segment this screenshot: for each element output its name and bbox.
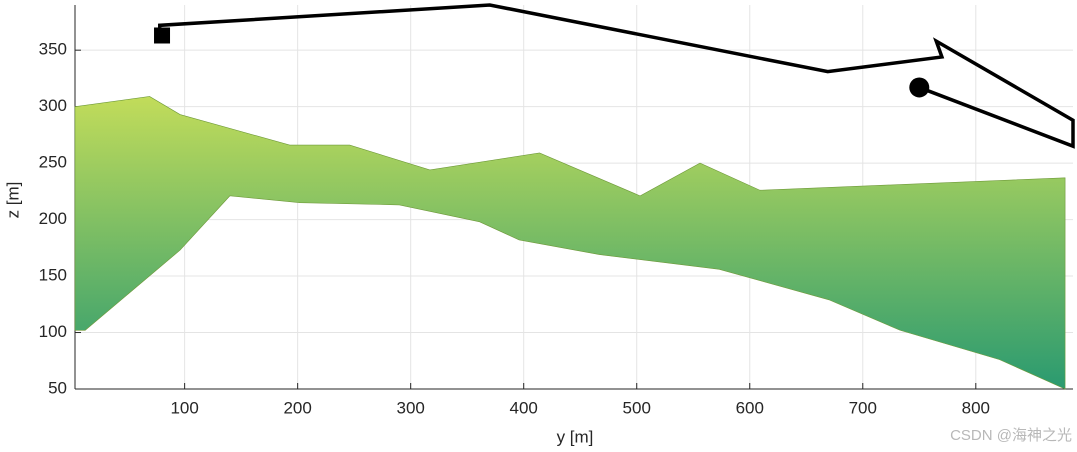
y-tick-label: 150: [39, 266, 67, 285]
y-tick-label: 350: [39, 40, 67, 59]
y-tick-label: 200: [39, 209, 67, 228]
x-tick-label: 800: [962, 398, 990, 417]
y-axis-label: z [m]: [3, 182, 22, 219]
x-axis-label: y [m]: [557, 427, 594, 446]
x-tick-label: 400: [510, 398, 538, 417]
x-tick-label: 700: [849, 398, 877, 417]
x-tick-label: 500: [623, 398, 651, 417]
watermark: CSDN @海神之光: [950, 427, 1072, 444]
x-tick-label: 100: [170, 398, 198, 417]
start-marker: [154, 27, 171, 44]
x-tick-label: 300: [396, 398, 424, 417]
y-tick-label: 100: [39, 322, 67, 341]
x-tick-label: 200: [283, 398, 311, 417]
trajectory: [158, 3, 1075, 149]
y-tick-label: 250: [39, 153, 67, 172]
y-tick-label: 300: [39, 96, 67, 115]
y-tick-label: 50: [48, 378, 67, 397]
terrain-surface: [74, 96, 1066, 390]
end-marker: [909, 77, 930, 98]
x-tick-label: 600: [736, 398, 764, 417]
